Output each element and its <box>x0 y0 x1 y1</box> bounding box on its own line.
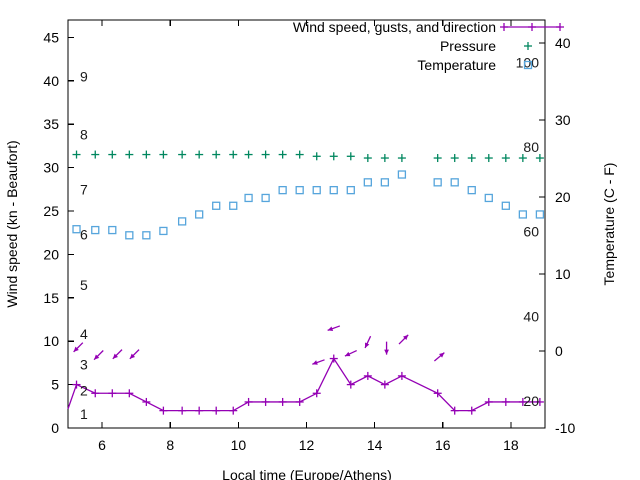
wind-direction-arrow <box>344 350 357 357</box>
temperature-marker <box>261 193 270 203</box>
y2-tick-label: -10 <box>555 420 575 436</box>
wind-direction-arrow <box>398 334 409 345</box>
temperature-marker <box>229 201 238 210</box>
y-tick-label: 10 <box>43 333 59 349</box>
beaufort-label: 3 <box>80 357 88 373</box>
y-tick-label: 5 <box>51 377 59 393</box>
y-tick-label: 30 <box>43 160 59 176</box>
fahrenheit-label: 40 <box>523 308 539 324</box>
temperature-marker <box>91 225 100 235</box>
temperature-marker <box>346 185 355 195</box>
fahrenheit-label: 20 <box>523 393 539 409</box>
beaufort-label: 2 <box>80 383 88 399</box>
y-tick-label: 20 <box>43 246 59 262</box>
wind-direction-arrow <box>93 350 104 361</box>
series-1 <box>67 354 544 415</box>
temperature-marker <box>195 210 204 219</box>
temperature-marker <box>450 178 459 187</box>
y-tick-label: 40 <box>43 73 59 89</box>
y-tick-label: 45 <box>43 29 59 45</box>
legend-label: Wind speed, gusts, and direction <box>293 19 496 35</box>
wind-direction-arrow <box>73 342 84 353</box>
y-axis-title: Wind speed (kn - Beaufort) <box>4 140 20 307</box>
wind-direction-arrows <box>73 325 445 365</box>
x-axis-title: Local time (Europe/Athens) <box>222 467 392 480</box>
temperature-marker <box>467 185 476 195</box>
temperature-marker <box>484 193 493 203</box>
temperature-marker <box>363 178 372 187</box>
beaufort-label: 9 <box>80 68 88 84</box>
temperature-marker <box>380 178 390 187</box>
wind-direction-arrow <box>384 341 389 355</box>
legend-label: Temperature <box>417 57 496 73</box>
temperature-marker <box>142 231 151 240</box>
beaufort-label: 1 <box>80 406 88 422</box>
x-tick-label: 8 <box>166 437 174 453</box>
x-tick-label: 14 <box>367 437 383 453</box>
x-tick-label: 10 <box>231 437 247 453</box>
temperature-marker <box>501 201 510 210</box>
y2-tick-label: 0 <box>555 343 563 359</box>
legend-entry-2[interactable]: Pressure <box>440 38 532 54</box>
temperature-marker <box>244 193 253 203</box>
temperature-marker <box>212 201 221 210</box>
axes-layer: 6 8 10 12 14 16 18051015202530354045-100102030… <box>43 19 575 453</box>
temperature-marker <box>397 170 407 179</box>
temperature-marker <box>295 185 304 195</box>
temperature-marker <box>125 231 134 240</box>
legend-entry-3[interactable]: Temperature <box>417 57 533 73</box>
temperature-marker <box>433 178 442 187</box>
x-tick-label: 16 <box>435 437 451 453</box>
y-tick-label: 35 <box>43 116 59 132</box>
series-layer <box>67 150 545 415</box>
temperature-marker <box>329 185 338 195</box>
wind-direction-arrow <box>112 349 123 360</box>
fahrenheit-label: 60 <box>523 224 539 240</box>
y-tick-label: 0 <box>51 420 59 436</box>
y2-tick-label: 30 <box>555 112 571 128</box>
temperature-marker <box>518 210 528 219</box>
legend-square-marker <box>523 60 533 70</box>
wind-direction-arrow <box>312 359 325 365</box>
y2-tick-label: 10 <box>555 266 571 282</box>
y-tick-label: 15 <box>43 290 59 306</box>
x-tick-label: 18 <box>503 437 519 453</box>
beaufort-label: 6 <box>80 226 88 242</box>
beaufort-label: 5 <box>80 277 88 293</box>
inner-scale-labels: 1 2 3 4 5 6 7 8 9 20 40 60 80 100 <box>80 54 539 422</box>
y-tick-label: 25 <box>43 203 59 219</box>
y2-tick-label: 20 <box>555 189 571 205</box>
fahrenheit-label: 80 <box>523 139 539 155</box>
temperature-marker <box>159 226 168 236</box>
beaufort-label: 7 <box>80 181 88 197</box>
series-3 <box>72 170 545 240</box>
y2-tick-label: 40 <box>555 35 571 51</box>
legend-entry-1[interactable]: Wind speed, gusts, and direction <box>293 19 564 35</box>
legend-label: Pressure <box>440 38 496 54</box>
temperature-marker <box>72 225 81 234</box>
chart-legend[interactable]: Wind speed, gusts, and direction Pressure… <box>293 19 564 73</box>
axis-titles: Local time (Europe/Athens) Wind speed (kn… <box>4 140 617 480</box>
wind-direction-arrow <box>129 349 140 360</box>
x-tick-label: 6 <box>98 437 106 453</box>
beaufort-label: 4 <box>80 326 88 342</box>
temperature-marker <box>312 185 321 195</box>
fahrenheit-label: 100 <box>516 54 540 70</box>
wind-direction-arrow <box>364 335 372 349</box>
temperature-marker <box>177 217 187 226</box>
x-tick-label: 12 <box>299 437 315 453</box>
temperature-marker <box>535 210 545 219</box>
y2-axis-title: Temperature (C - F) <box>601 163 617 286</box>
plot-border <box>67 19 546 429</box>
wind-direction-arrow <box>433 352 445 362</box>
wind-direction-arrow <box>327 325 341 332</box>
series-2 <box>72 150 544 163</box>
beaufort-label: 8 <box>80 127 88 143</box>
temperature-marker <box>108 225 117 235</box>
temperature-marker <box>278 185 287 195</box>
